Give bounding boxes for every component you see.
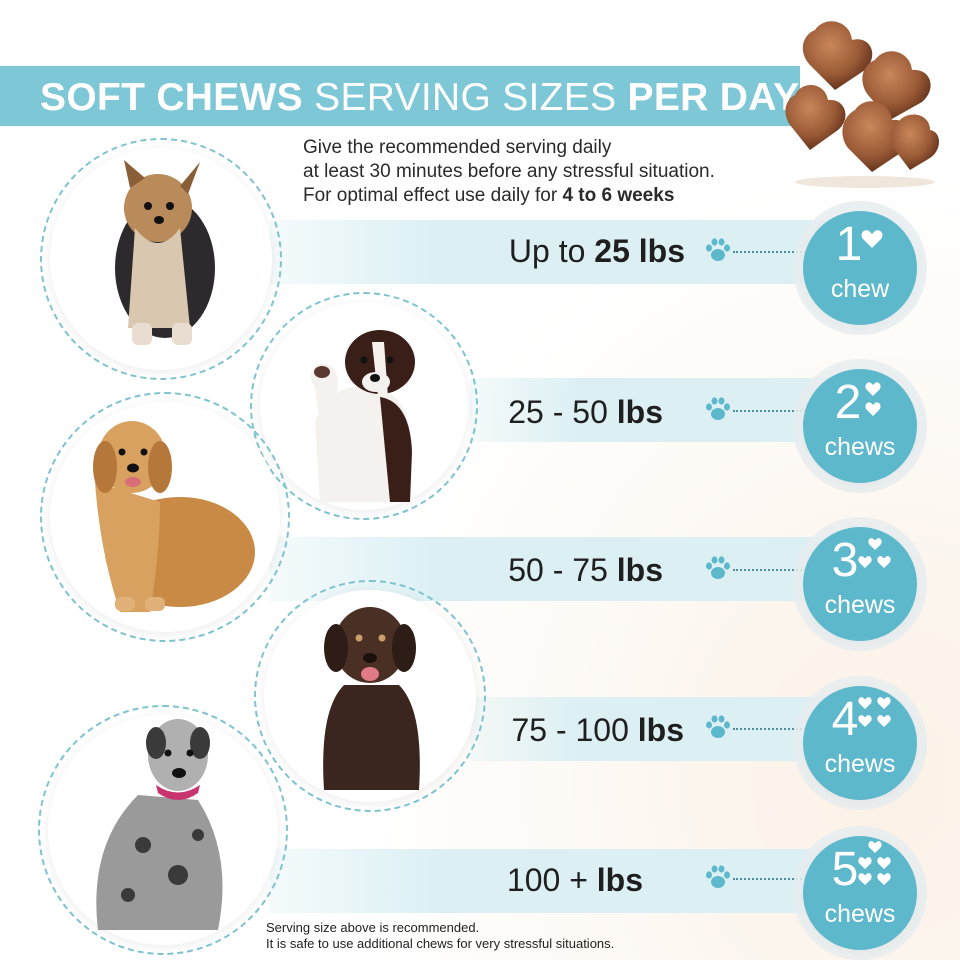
- dotted-leader-3: [733, 569, 810, 571]
- weight-label-3: 50 - 75 lbs: [508, 552, 663, 588]
- row-band-5: [270, 849, 830, 913]
- dog-photo-chocolate-lab: [264, 590, 476, 802]
- dotted-leader-5: [733, 878, 810, 880]
- weight-label-1: Up to 25 lbs: [508, 233, 685, 269]
- serving-circle-4: 4 chews: [803, 686, 917, 800]
- serving-count: 2: [834, 376, 862, 429]
- footnote-line-1: Serving size above is recommended.: [266, 920, 480, 935]
- intro-line-1: Give the recommended serving daily: [303, 137, 612, 158]
- serving-unit: chews: [824, 433, 896, 461]
- dog-photo-ring: [40, 392, 290, 642]
- heart-icon: [858, 538, 891, 568]
- weight-label-5: 100 + lbs: [506, 862, 643, 898]
- serving-unit: chew: [830, 275, 890, 303]
- dotted-leader-4: [733, 728, 810, 730]
- serving-circle-5: 5 chews: [803, 836, 917, 950]
- footnote: Serving size above is recommended. It is…: [266, 920, 786, 952]
- dog-photo-ring: [250, 292, 478, 520]
- dog-photo-border-collie: [260, 302, 468, 510]
- serving-count: 5: [831, 843, 859, 896]
- weight-label-4: 75 - 100 lbs: [511, 712, 684, 748]
- dog-photo-ring: [40, 138, 282, 380]
- dog-photo-great-dane: [48, 715, 278, 945]
- paw-icon: [706, 865, 730, 888]
- serving-unit: chews: [824, 900, 896, 928]
- dotted-leader-1: [733, 251, 810, 253]
- paw-icon: [706, 715, 730, 738]
- heart-icon: [861, 230, 883, 248]
- serving-unit: chews: [824, 591, 896, 619]
- paw-icon: [706, 238, 730, 261]
- paw-icon: [706, 556, 730, 579]
- intro-line-2: at least 30 minutes before any stressful…: [303, 161, 715, 182]
- serving-circle-1: 1 chew: [803, 211, 917, 325]
- footnote-line-2: It is safe to use additional chews for v…: [266, 936, 615, 951]
- title-banner: [0, 66, 800, 126]
- intro-text: Give the recommended serving daily at le…: [303, 136, 783, 208]
- dog-photo-ring: [254, 580, 486, 812]
- serving-count: 4: [831, 693, 859, 746]
- serving-unit: chews: [824, 750, 896, 778]
- serving-circle-3: 3 chews: [803, 527, 917, 641]
- heart-icon: [858, 697, 891, 727]
- dog-photo-golden-retriever: [50, 402, 280, 632]
- heart-icon: [865, 382, 881, 416]
- weight-label-2: 25 - 50 lbs: [508, 394, 663, 430]
- serving-count: 3: [831, 534, 859, 587]
- dotted-leader-2: [733, 410, 810, 412]
- dog-photo-yorkie: [50, 148, 272, 370]
- serving-circle-2: 2 chews: [803, 369, 917, 483]
- soft-chews-image: [785, 21, 939, 188]
- heart-icon: [858, 841, 891, 885]
- intro-line-3: For optimal effect use daily for 4 to 6 …: [303, 185, 675, 206]
- paw-icon: [706, 397, 730, 420]
- page-title: SOFT CHEWS SERVING SIZES PER DAY: [40, 76, 800, 119]
- serving-count: 1: [835, 218, 863, 271]
- dog-photo-ring: [38, 705, 288, 955]
